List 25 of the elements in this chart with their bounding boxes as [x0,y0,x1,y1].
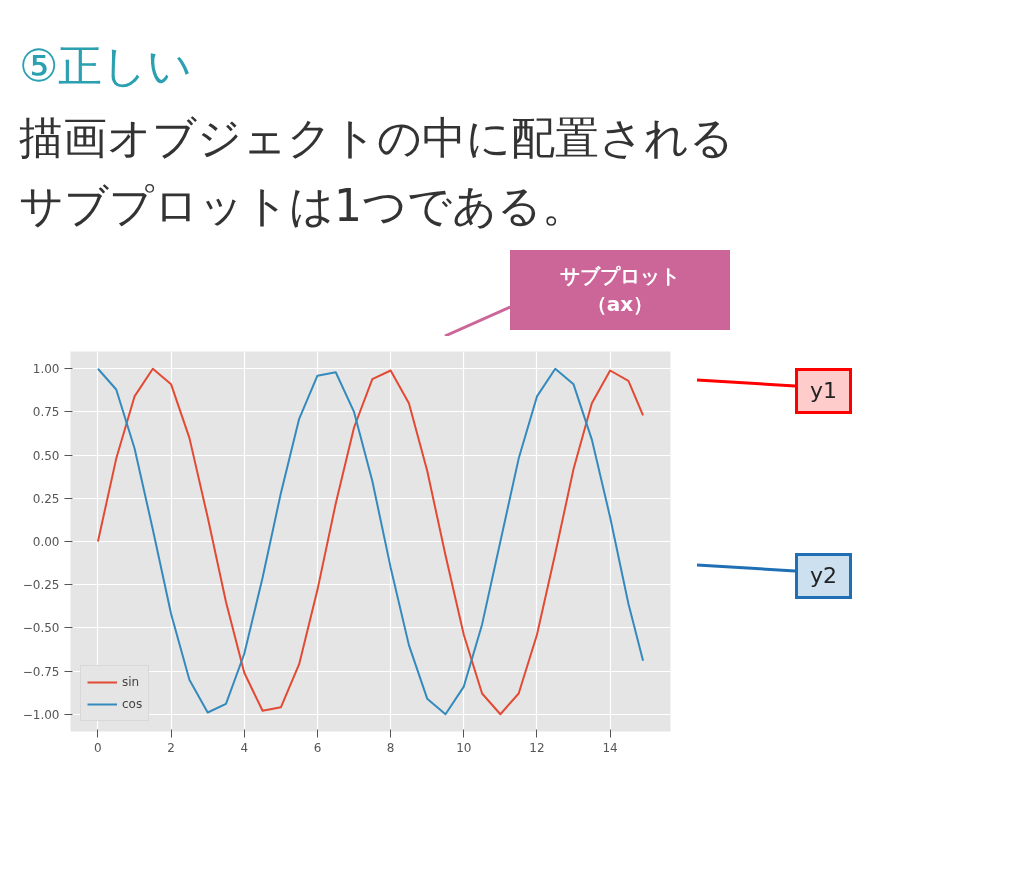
chart-subtitle: 描画オブジェクトの中に配置されるサブプロットは1つである。 [19,110,735,234]
y-tick-label: 0.75 [32,405,60,420]
y-tick-label: −0.75 [22,664,60,679]
x-tick-label: 10 [456,740,472,755]
text: y2 [795,553,853,599]
x-tick-label: 2 [167,740,175,755]
x-tick-label: 8 [386,740,395,755]
y-tick-label: 0.00 [32,535,60,550]
text: サブプロット（ax） [559,263,681,319]
text: y1 [795,368,853,414]
y-tick-label: −1.00 [22,707,60,722]
x-tick-label: 0 [94,740,102,755]
x-tick-label: 12 [529,740,545,755]
x-tick-label: 14 [602,740,618,755]
chart-title: ⑤正しい [19,39,194,93]
y-tick-label: −0.25 [22,578,60,593]
legend-label: cos [122,697,143,712]
x-tick-label: 6 [313,740,322,755]
line-series [96,367,645,716]
y-tick-label: 0.25 [32,492,60,507]
y-tick-label: 0.50 [32,448,60,463]
y-tick-label: 1.00 [32,362,60,377]
x-tick-label: 4 [240,740,249,755]
y-tick-label: −0.50 [22,621,60,636]
legend-label: sin [122,675,141,690]
